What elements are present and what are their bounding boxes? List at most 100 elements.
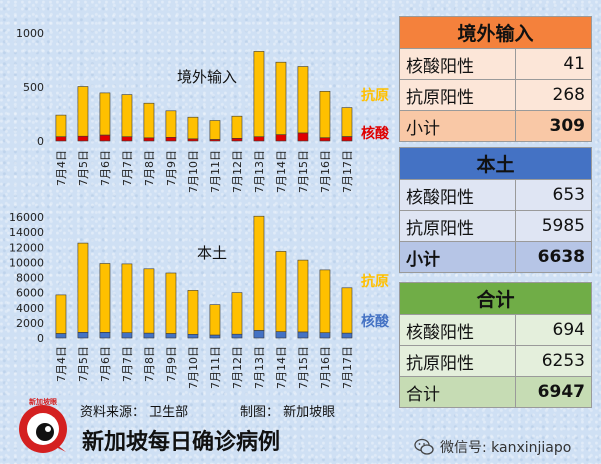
- table-local: 本土 核酸阳性 653 抗原阳性 5985 小计 6638: [399, 147, 592, 273]
- y-tick-label: 1000: [16, 27, 44, 40]
- page-title: 新加坡每日确诊病例: [82, 430, 281, 455]
- bar-segment: [99, 134, 111, 142]
- legend-label: 抗原: [361, 87, 389, 104]
- y-tick-label: 500: [23, 81, 44, 94]
- bar-segment: [275, 61, 287, 135]
- bar-segment: [231, 138, 243, 142]
- bar-segment: [121, 332, 133, 339]
- bar-segment: [209, 304, 221, 336]
- bar-segment: [77, 135, 89, 142]
- x-tick-label: 7月8日: [143, 346, 156, 382]
- x-tick-label: 7月10日: [187, 150, 200, 193]
- bar-segment: [165, 136, 177, 142]
- row-value: 5985: [515, 210, 592, 242]
- y-tick-label: 12000: [9, 241, 44, 254]
- x-tick-label: 7月4日: [55, 346, 68, 382]
- bar-segment: [275, 251, 287, 332]
- row-label: 核酸阳性: [399, 179, 516, 211]
- table-title: 合计: [399, 282, 592, 315]
- bar-segment: [187, 290, 199, 335]
- chart-title: 境外输入: [177, 68, 237, 86]
- x-tick-label: 7月16日: [319, 346, 332, 389]
- bar-segment: [297, 132, 309, 142]
- bar-segment: [121, 94, 133, 137]
- bar-segment: [253, 215, 265, 331]
- bar-segment: [319, 332, 331, 339]
- bar-segment: [99, 263, 111, 333]
- bar-segment: [77, 331, 89, 339]
- x-tick-label: 7月6日: [99, 346, 112, 382]
- x-tick-label: 7月12日: [231, 150, 244, 193]
- bar-segment: [297, 331, 309, 339]
- x-tick-label: 7月11日: [209, 150, 222, 193]
- bar-segment: [77, 86, 89, 137]
- wechat-icon: [414, 438, 434, 455]
- charts-canvas: 0 500 1000 7月4日 7月5日 7月6日 7月7日 7月8日 7月9日 7月10日 7月1…: [9, 27, 390, 389]
- bar-segment: [319, 91, 331, 139]
- x-tick-label: 7月10日: [187, 346, 200, 389]
- y-tick-label: 0: [37, 135, 44, 148]
- bar-segment: [231, 333, 243, 339]
- bar-segment: [121, 136, 133, 142]
- watermark-text: 微信号: kanxinjiapo: [440, 440, 572, 456]
- brand-logo: 新加坡眼: [19, 397, 67, 453]
- x-tick-label: 7月9日: [165, 346, 178, 382]
- x-tick-label: 7月11日: [209, 346, 222, 389]
- y-tick-label: 14000: [9, 226, 44, 239]
- total-value: 6947: [515, 376, 592, 408]
- x-tick-label: 7月13日: [253, 346, 266, 389]
- table-title: 境外输入: [399, 16, 592, 49]
- row-label: 核酸阳性: [399, 48, 516, 80]
- row-label: 抗原阳性: [399, 79, 516, 111]
- bar-segment: [231, 115, 243, 139]
- bar-segment: [165, 333, 177, 339]
- bar-segment: [297, 259, 309, 333]
- table-title: 本土: [399, 147, 592, 180]
- x-tick-label: 7月8日: [143, 150, 156, 186]
- table-total: 合计 核酸阳性 694 抗原阳性 6253 合计 6947: [399, 282, 592, 408]
- x-tick-label: 7月12日: [231, 346, 244, 389]
- bar-segment: [209, 334, 221, 339]
- x-tick-label: 7月17日: [341, 150, 354, 193]
- x-tick-label: 7月6日: [99, 150, 112, 186]
- bar-segment: [55, 136, 67, 142]
- y-tick-label: 2000: [16, 317, 44, 330]
- row-label: 抗原阳性: [399, 345, 516, 377]
- bar-segment: [143, 332, 155, 339]
- y-tick-label: 0: [37, 332, 44, 345]
- row-value: 6253: [515, 345, 592, 377]
- bar-segment: [297, 66, 309, 134]
- row-value: 41: [515, 48, 592, 80]
- x-tick-label: 7月16日: [319, 150, 332, 193]
- bar-segment: [165, 110, 177, 138]
- legend-label: 核酸: [361, 125, 390, 142]
- logo-text: 新加坡眼: [29, 397, 57, 406]
- y-tick-label: 10000: [9, 256, 44, 269]
- bar-segment: [165, 272, 177, 334]
- total-value: 309: [515, 110, 592, 142]
- bar-segment: [187, 116, 199, 140]
- y-tick-label: 8000: [16, 272, 44, 285]
- table-imported: 境外输入 核酸阳性 41 抗原阳性 268 小计 309: [399, 16, 592, 142]
- row-value: 268: [515, 79, 592, 111]
- bar-segment: [55, 333, 67, 339]
- bar-segment: [143, 102, 155, 139]
- row-label: 核酸阳性: [399, 314, 516, 346]
- bar-segment: [231, 292, 243, 335]
- bar-segment: [121, 263, 133, 333]
- y-tick-label: 16000: [9, 211, 44, 224]
- y-tick-label: 4000: [16, 302, 44, 315]
- total-label: 合计: [399, 376, 516, 408]
- row-label: 抗原阳性: [399, 210, 516, 242]
- row-value: 653: [515, 179, 592, 211]
- chart-local: 0 2000 4000 6000 8000 10000 12000 14000 16000 7月4…: [9, 211, 390, 389]
- legend-label: 抗原: [361, 273, 389, 290]
- source-credit: 资料来源： 卫生部: [80, 405, 189, 420]
- wechat-watermark: 微信号: kanxinjiapo: [414, 437, 571, 457]
- producer-credit: 制图： 新加坡眼: [240, 405, 336, 420]
- bar-segment: [319, 269, 331, 333]
- x-tick-label: 7月4日: [55, 150, 68, 186]
- bar-segment: [187, 333, 199, 339]
- bar-segment: [253, 51, 265, 138]
- x-tick-label: 7月5日: [77, 346, 90, 382]
